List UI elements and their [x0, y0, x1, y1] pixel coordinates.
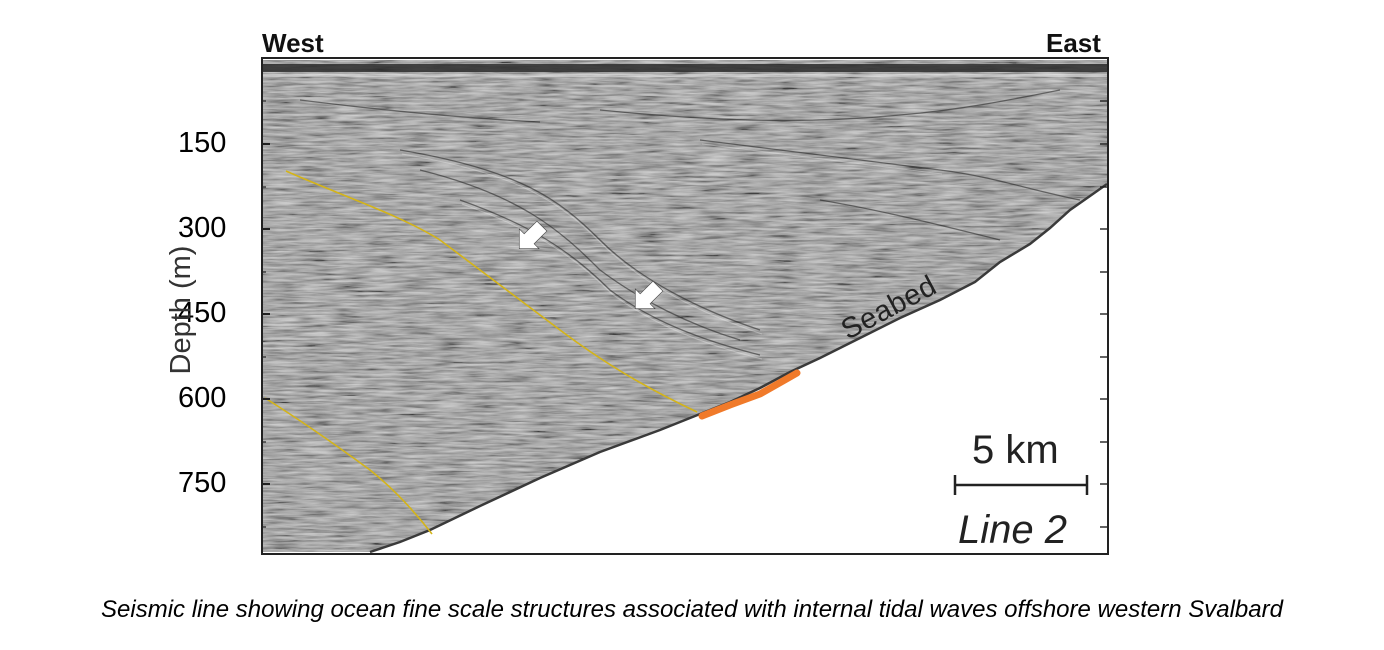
arrow-icon: [518, 220, 548, 250]
fault-line: [285, 170, 698, 413]
y-tick-label: 450: [178, 297, 227, 329]
seabed-highlight: [698, 369, 801, 420]
scale-label: 5 km: [972, 428, 1059, 472]
figure-caption: Seismic line showing ocean fine scale st…: [101, 596, 1283, 623]
fault-line: [264, 397, 433, 535]
scale-bar: [953, 475, 1089, 495]
seismic-section: [262, 60, 1107, 552]
left-minor-ticks: [262, 100, 266, 528]
plot-frame: [261, 57, 1109, 555]
line-name-label: Line 2: [958, 508, 1067, 552]
arrow-icon: [634, 280, 664, 310]
y-axis-label: Depth (m): [165, 245, 197, 375]
east-label: East: [1046, 28, 1101, 58]
y-tick-label: 600: [178, 382, 227, 414]
y-tick-label: 150: [178, 127, 227, 159]
right-ticks: [1100, 100, 1108, 528]
left-ticks: [262, 143, 270, 485]
y-tick-label: 300: [178, 212, 227, 244]
seabed-line: [369, 182, 1108, 554]
west-label: West: [262, 28, 324, 58]
y-tick-label: 750: [178, 467, 227, 499]
